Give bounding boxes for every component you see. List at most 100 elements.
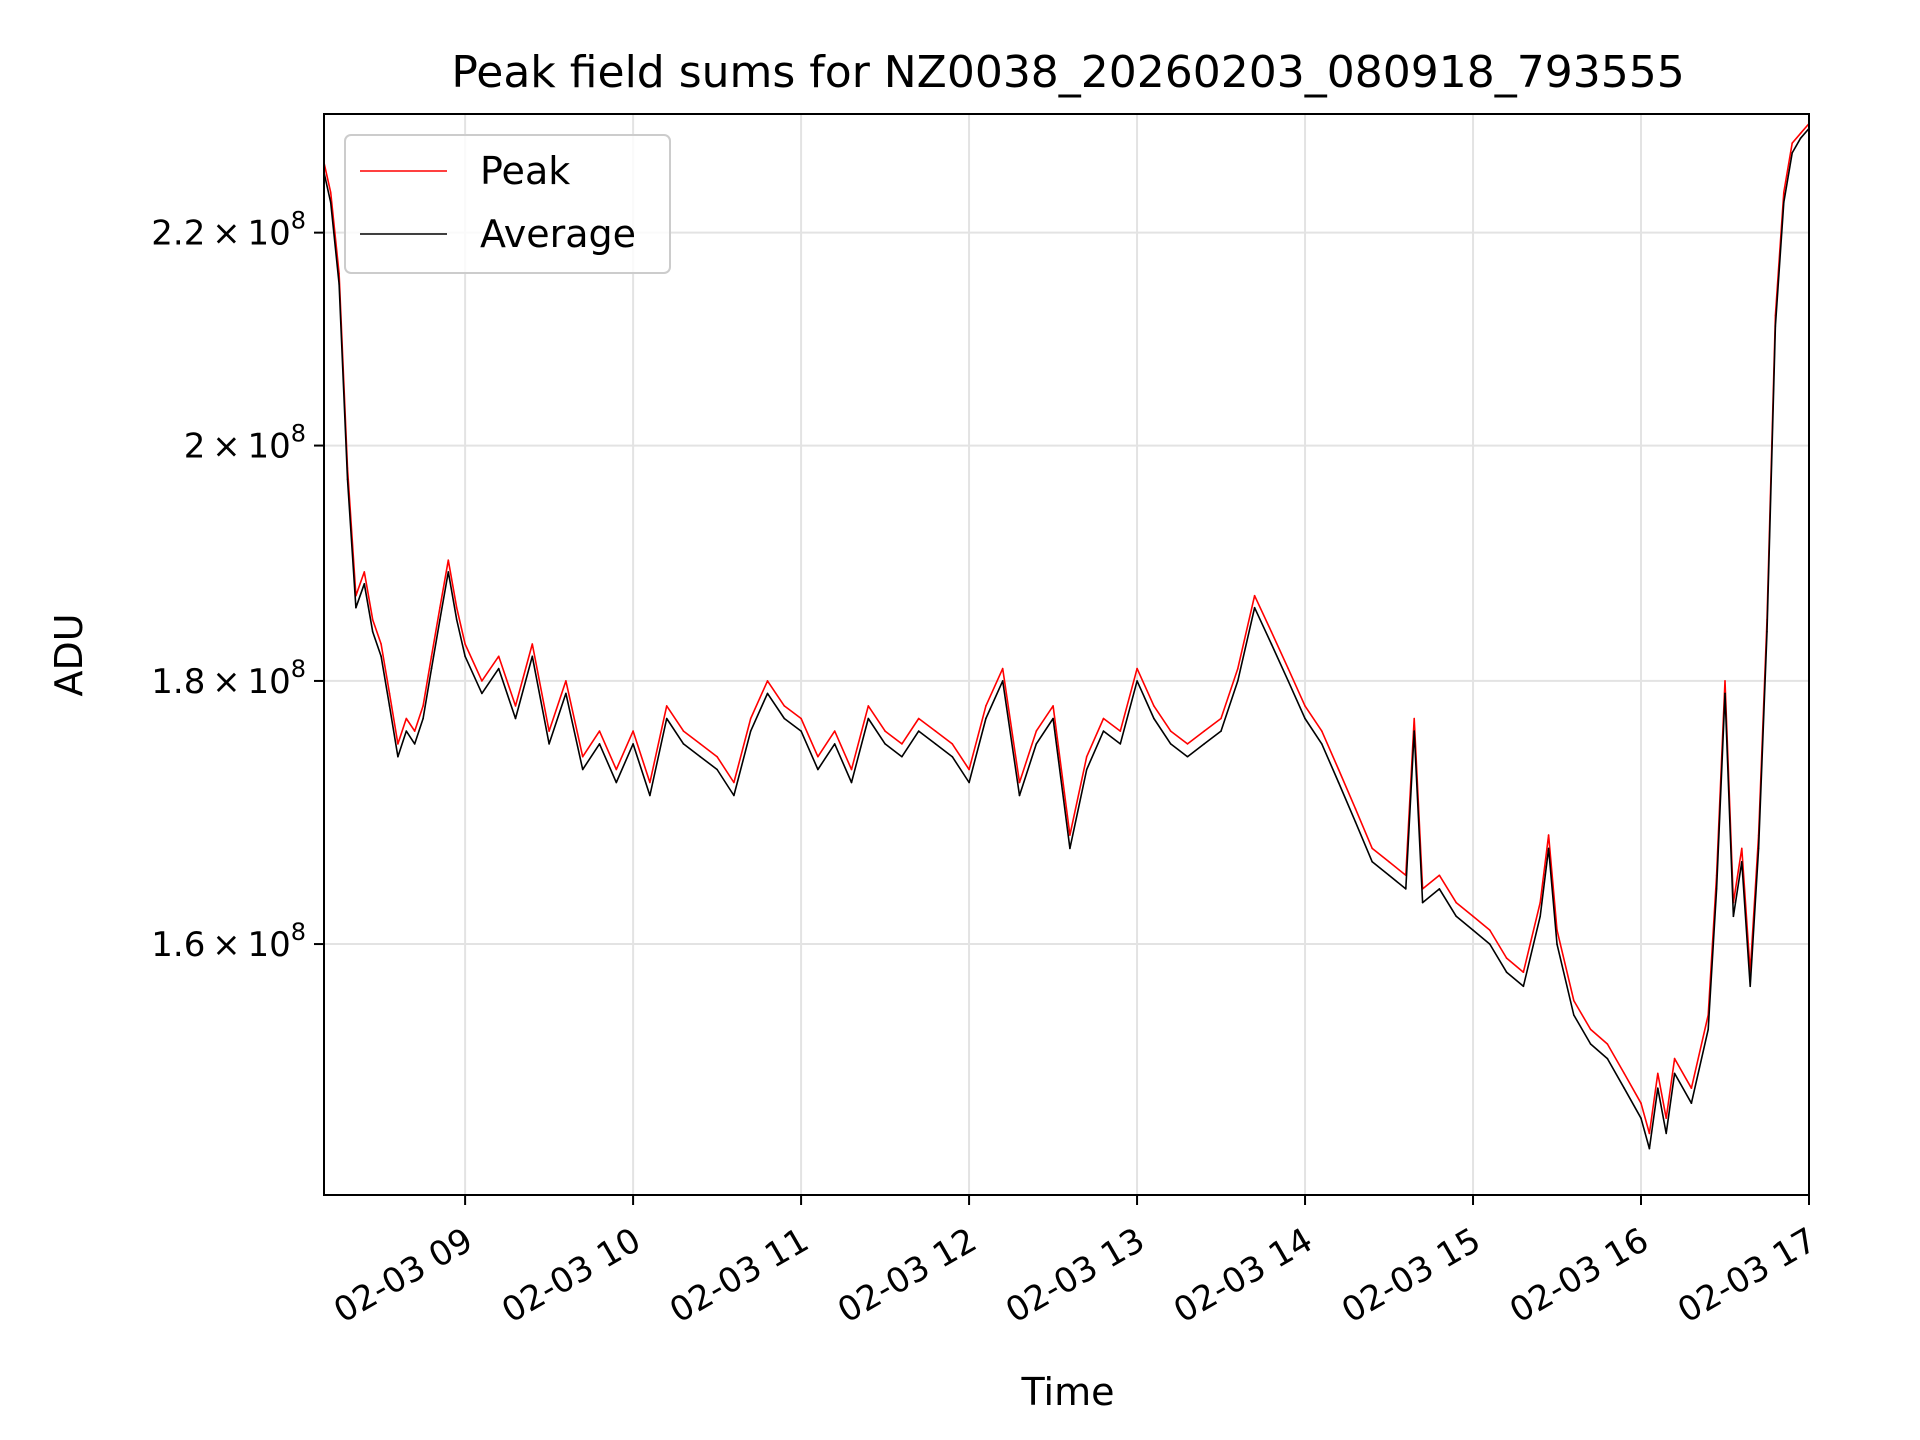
data-point-peak: [1455, 901, 1457, 904]
series-line-average: [324, 127, 1809, 1150]
data-point-average: [548, 743, 550, 745]
data-point-peak: [388, 692, 391, 695]
data-point-average: [430, 667, 433, 670]
data-point-peak: [1085, 755, 1088, 758]
y-tick-exponent: 8: [291, 655, 306, 683]
data-point-peak: [615, 768, 618, 771]
data-point-average: [497, 667, 500, 670]
data-point-peak: [968, 768, 970, 771]
data-point-average: [371, 631, 374, 633]
data-point-average: [1472, 929, 1474, 931]
legend-label-peak: Peak: [480, 149, 570, 193]
data-point-average: [1337, 781, 1340, 784]
data-point-average: [346, 478, 349, 481]
data-point-average: [968, 781, 970, 784]
data-point-peak: [1371, 847, 1373, 850]
data-point-peak: [1035, 730, 1038, 732]
data-point-peak: [716, 755, 718, 758]
data-point-average: [1766, 631, 1768, 633]
data-point-average: [1413, 730, 1415, 732]
y-tick-base: 10: [247, 214, 290, 254]
data-point-average: [1270, 643, 1273, 645]
y-tick-exponent: 8: [291, 207, 306, 235]
y-tick-times: ×: [205, 925, 247, 965]
data-point-peak: [1665, 1117, 1667, 1119]
data-point-peak: [682, 730, 685, 732]
data-point-peak: [413, 730, 416, 732]
data-point-peak: [1640, 1102, 1642, 1104]
series-points-average: [324, 127, 1809, 1150]
data-point-peak: [1119, 730, 1122, 732]
data-point-peak: [514, 705, 517, 707]
data-point-peak: [497, 655, 500, 658]
data-point-peak: [397, 743, 399, 745]
data-point-peak: [1169, 730, 1172, 732]
data-point-peak: [1606, 1043, 1609, 1045]
data-point-average: [1253, 606, 1256, 609]
data-point-peak: [833, 730, 836, 732]
data-point-peak: [951, 743, 954, 745]
y-tick-mantissa: 1.8: [151, 662, 205, 702]
data-point-average: [1237, 680, 1239, 682]
data-point-average: [1136, 680, 1138, 682]
data-point-average: [481, 692, 483, 695]
legend: Peak Average: [344, 134, 671, 274]
data-point-average: [766, 692, 769, 695]
data-point-peak: [1186, 743, 1189, 745]
data-point-peak: [1522, 971, 1525, 973]
data-point-peak: [1472, 915, 1474, 918]
data-point-average: [1657, 1087, 1659, 1089]
data-point-average: [1119, 743, 1122, 745]
data-point-average: [514, 717, 517, 720]
data-point-average: [1203, 743, 1205, 745]
y-tick-base: 10: [247, 427, 290, 467]
data-point-peak: [1018, 781, 1021, 784]
data-point-average: [1665, 1132, 1667, 1135]
y-tick-label: 1.8 × 108: [151, 655, 306, 702]
data-point-peak: [1220, 717, 1222, 720]
data-point-average: [439, 618, 441, 621]
data-point-peak: [1741, 847, 1743, 850]
data-point-peak: [1690, 1087, 1693, 1089]
data-point-peak: [548, 730, 550, 732]
data-point-peak: [1321, 730, 1323, 732]
data-point-average: [380, 655, 382, 658]
data-point-average: [615, 781, 618, 784]
data-point-average: [1791, 152, 1793, 154]
data-point-average: [733, 794, 735, 797]
data-point-average: [363, 583, 366, 585]
data-point-peak: [884, 730, 886, 732]
data-point-average: [455, 618, 458, 621]
data-point-average: [1673, 1072, 1676, 1075]
data-point-peak: [1354, 807, 1357, 810]
data-point-peak: [481, 680, 483, 682]
data-point-peak: [380, 643, 382, 645]
data-point-average: [716, 768, 718, 771]
x-axis-label: Time: [1021, 1370, 1115, 1414]
y-tick-exponent: 8: [291, 420, 306, 448]
y-tick-times: ×: [205, 214, 247, 254]
data-point-peak: [1505, 957, 1508, 959]
data-point-average: [1052, 717, 1054, 720]
data-point-average: [1783, 201, 1785, 204]
data-point-average: [1287, 680, 1289, 682]
data-point-peak: [632, 730, 634, 732]
data-point-peak: [1069, 834, 1071, 836]
data-point-peak: [1153, 705, 1155, 707]
data-point-average: [1102, 730, 1105, 732]
y-tick-base: 10: [247, 662, 290, 702]
y-tick-label: 2.2 × 108: [151, 207, 306, 254]
data-point-peak: [1724, 680, 1726, 682]
data-point-average: [1640, 1117, 1642, 1119]
data-point-average: [1522, 985, 1525, 988]
data-point-peak: [1799, 132, 1802, 135]
data-point-peak: [649, 781, 651, 784]
data-point-average: [1186, 755, 1189, 758]
series-line-peak: [324, 123, 1809, 1135]
data-point-average: [1001, 680, 1004, 682]
data-point-peak: [1573, 999, 1575, 1002]
data-point-peak: [985, 705, 987, 707]
data-point-average: [850, 781, 853, 784]
